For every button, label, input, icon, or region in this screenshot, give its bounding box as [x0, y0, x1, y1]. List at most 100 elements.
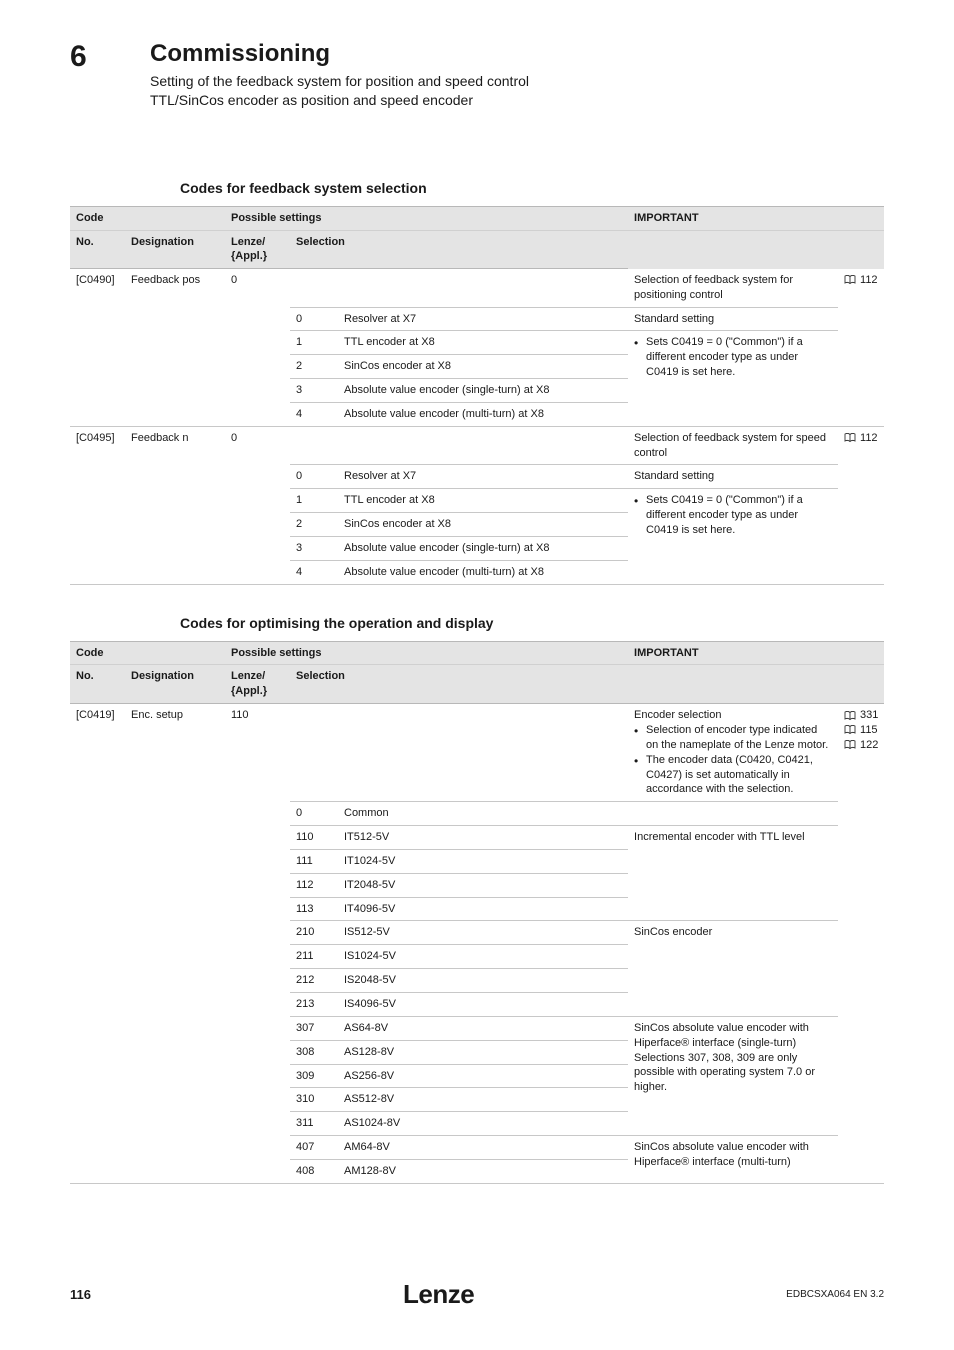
page-subtitle-2: TTL/SinCos encoder as position and speed…: [150, 91, 529, 110]
ref-entry: 115: [844, 723, 878, 738]
list-item: Sets C0419 = 0 ("Common") if a different…: [634, 493, 832, 538]
cell-value: 4: [290, 402, 338, 426]
cell-label: IS4096-5V: [338, 992, 628, 1016]
ref-entry: 122: [844, 738, 878, 753]
section-heading: Codes for optimising the operation and d…: [180, 615, 884, 631]
cell-value: 307: [290, 1016, 338, 1040]
table-header-row: Code Possible settings IMPORTANT: [70, 641, 884, 665]
cell-label: IS1024-5V: [338, 945, 628, 969]
col-designation: Designation: [125, 665, 225, 704]
cell-value: 0: [290, 307, 338, 331]
cell-value: 211: [290, 945, 338, 969]
cell-label: SinCos encoder at X8: [338, 513, 628, 537]
cell-value: 2: [290, 513, 338, 537]
cell-label: IS2048-5V: [338, 969, 628, 993]
cell-summary: Selection of feedback system for positio…: [628, 269, 838, 307]
cell-note: Standard setting: [628, 465, 838, 489]
cell-lenze: 0: [225, 269, 290, 426]
cell-label: Common: [338, 802, 628, 826]
col-important: IMPORTANT: [628, 206, 884, 230]
cell-empty: [290, 426, 628, 465]
cell-label: IT2048-5V: [338, 873, 628, 897]
cell-value: 3: [290, 536, 338, 560]
col-selection: Selection: [290, 665, 628, 704]
cell-label: Absolute value encoder (single-turn) at …: [338, 536, 628, 560]
table-row: [C0419]Enc. setup110Encoder selectionSel…: [70, 704, 884, 802]
cell-label: IT512-5V: [338, 826, 628, 850]
col-lenze: Lenze/ {Appl.}: [225, 230, 290, 269]
col-important: IMPORTANT: [628, 641, 884, 665]
col-selection: Selection: [290, 230, 628, 269]
cell-label: SinCos encoder at X8: [338, 355, 628, 379]
book-icon: [844, 725, 856, 735]
cell-label: AM64-8V: [338, 1136, 628, 1160]
cell-note: SinCos absolute value encoder with Hiper…: [628, 1016, 838, 1135]
cell-label: TTL encoder at X8: [338, 331, 628, 355]
cell-value: 113: [290, 897, 338, 921]
cell-label: Absolute value encoder (single-turn) at …: [338, 379, 628, 403]
cell-lenze: 0: [225, 426, 290, 584]
cell-label: AS256-8V: [338, 1064, 628, 1088]
cell-note: Sets C0419 = 0 ("Common") if a different…: [628, 489, 838, 584]
page-footer: 116 Lenze EDBCSXA064 EN 3.2: [70, 1279, 884, 1310]
cell-label: Resolver at X7: [338, 307, 628, 331]
cell-label: TTL encoder at X8: [338, 489, 628, 513]
table-subheader-row: No. Designation Lenze/ {Appl.} Selection: [70, 230, 884, 269]
list-item: The encoder data (C0420, C0421, C0427) i…: [634, 753, 832, 798]
page-number: 116: [70, 1287, 91, 1302]
cell-value: 2: [290, 355, 338, 379]
cell-value: 0: [290, 802, 338, 826]
cell-value: 407: [290, 1136, 338, 1160]
cell-no: [C0495]: [70, 426, 125, 584]
ref-entry: 331: [844, 708, 878, 723]
col-no: No.: [70, 230, 125, 269]
cell-label: Absolute value encoder (multi-turn) at X…: [338, 560, 628, 584]
cell-label: Absolute value encoder (multi-turn) at X…: [338, 402, 628, 426]
brand-logo: Lenze: [403, 1279, 474, 1310]
table-feedback-selection: Code Possible settings IMPORTANT No. Des…: [70, 206, 884, 585]
page-title: Commissioning: [150, 40, 529, 68]
table-row: [C0495]Feedback n0Selection of feedback …: [70, 426, 884, 465]
cell-designation: Feedback pos: [125, 269, 225, 426]
cell-summary: Selection of feedback system for speed c…: [628, 426, 838, 465]
book-icon: [844, 275, 856, 285]
cell-note: SinCos absolute value encoder with Hiper…: [628, 1136, 838, 1184]
cell-value: 308: [290, 1040, 338, 1064]
list-item: Sets C0419 = 0 ("Common") if a different…: [634, 335, 832, 380]
col-possible: Possible settings: [225, 206, 628, 230]
cell-value: 210: [290, 921, 338, 945]
cell-label: IT1024-5V: [338, 849, 628, 873]
col-no: No.: [70, 665, 125, 704]
cell-ref: 112: [838, 426, 884, 584]
cell-label: AS128-8V: [338, 1040, 628, 1064]
cell-designation: Enc. setup: [125, 704, 225, 1184]
document-id: EDBCSXA064 EN 3.2: [786, 1289, 884, 1300]
section-heading: Codes for feedback system selection: [180, 180, 884, 196]
cell-no: [C0419]: [70, 704, 125, 1184]
cell-value: 110: [290, 826, 338, 850]
cell-empty: [290, 269, 628, 307]
col-lenze: Lenze/ {Appl.}: [225, 665, 290, 704]
cell-value: 0: [290, 465, 338, 489]
cell-value: 3: [290, 379, 338, 403]
cell-summary: Encoder selectionSelection of encoder ty…: [628, 704, 838, 802]
cell-label: AM128-8V: [338, 1159, 628, 1183]
cell-value: 1: [290, 489, 338, 513]
cell-note: Incremental encoder with TTL level: [628, 826, 838, 921]
col-code: Code: [70, 206, 225, 230]
page-header: 6 Commissioning Setting of the feedback …: [70, 40, 884, 110]
table-subheader-row: No. Designation Lenze/ {Appl.} Selection: [70, 665, 884, 704]
cell-label: AS512-8V: [338, 1088, 628, 1112]
table-header-row: Code Possible settings IMPORTANT: [70, 206, 884, 230]
cell-value: 213: [290, 992, 338, 1016]
cell-label: AS64-8V: [338, 1016, 628, 1040]
cell-note: [628, 802, 838, 826]
cell-empty: [290, 704, 628, 802]
cell-label: IS512-5V: [338, 921, 628, 945]
cell-label: AS1024-8V: [338, 1112, 628, 1136]
cell-no: [C0490]: [70, 269, 125, 426]
cell-designation: Feedback n: [125, 426, 225, 584]
title-block: Commissioning Setting of the feedback sy…: [150, 40, 529, 110]
cell-value: 112: [290, 873, 338, 897]
cell-value: 309: [290, 1064, 338, 1088]
